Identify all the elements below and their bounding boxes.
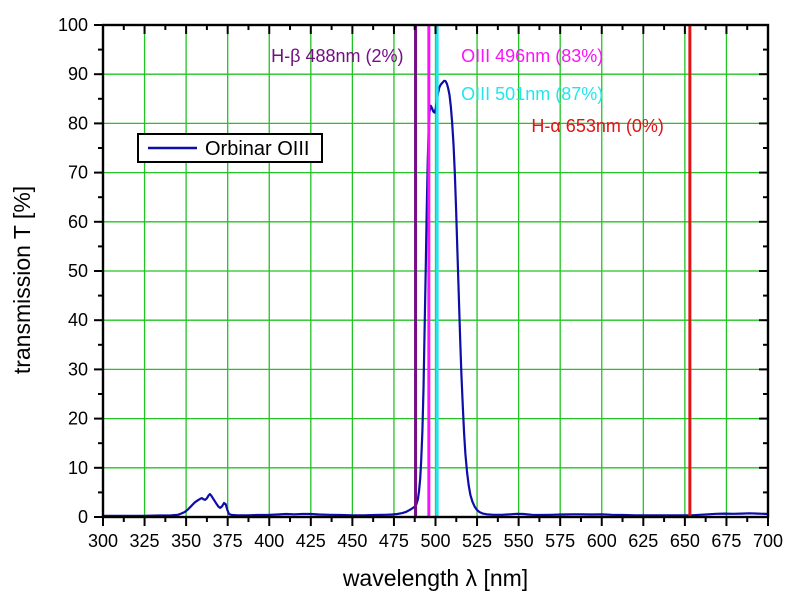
- y-tick-label-20: 20: [68, 409, 88, 429]
- legend-label: Orbinar OIII: [205, 138, 309, 160]
- x-axis-title: wavelength λ [nm]: [342, 565, 528, 591]
- grid-lines: [103, 25, 768, 517]
- x-tick-label-375: 375: [213, 531, 243, 551]
- x-tick-label-300: 300: [88, 531, 118, 551]
- legend-box: [137, 133, 323, 163]
- y-tick-label-40: 40: [68, 310, 88, 330]
- annotation-label-488nm: H-β 488nm (2%): [271, 46, 403, 66]
- x-tick-label-500: 500: [420, 531, 450, 551]
- axis-ticks: [94, 24, 769, 526]
- reference-lines: [414, 25, 692, 517]
- x-tick-label-400: 400: [254, 531, 284, 551]
- y-tick-label-70: 70: [68, 163, 88, 183]
- x-tick-label-675: 675: [711, 531, 741, 551]
- y-tick-label-10: 10: [68, 458, 88, 478]
- y-tick-label-0: 0: [78, 507, 88, 527]
- x-tick-label-525: 525: [462, 531, 492, 551]
- y-tick-label-90: 90: [68, 64, 88, 84]
- y-tick-label-100: 100: [58, 15, 88, 35]
- annotation-label-501nm: OIII 501nm (87%): [461, 84, 603, 104]
- x-tick-label-650: 650: [670, 531, 700, 551]
- x-tick-label-600: 600: [587, 531, 617, 551]
- x-tick-label-625: 625: [628, 531, 658, 551]
- x-tick-label-475: 475: [379, 531, 409, 551]
- y-tick-label-60: 60: [68, 212, 88, 232]
- annotation-label-496nm: OIII 496nm (83%): [461, 46, 603, 66]
- x-tick-label-325: 325: [130, 531, 160, 551]
- x-tick-label-575: 575: [545, 531, 575, 551]
- y-tick-label-80: 80: [68, 113, 88, 133]
- x-tick-label-350: 350: [171, 531, 201, 551]
- y-tick-label-30: 30: [68, 359, 88, 379]
- y-axis-title: transmission T [%]: [9, 186, 35, 374]
- x-tick-label-700: 700: [753, 531, 783, 551]
- x-tick-label-450: 450: [337, 531, 367, 551]
- y-tick-label-50: 50: [68, 261, 88, 281]
- legend: Orbinar OIII: [137, 133, 323, 163]
- x-tick-label-425: 425: [296, 531, 326, 551]
- x-tick-label-550: 550: [504, 531, 534, 551]
- annotation-label-653nm: H-α 653nm (0%): [531, 116, 663, 136]
